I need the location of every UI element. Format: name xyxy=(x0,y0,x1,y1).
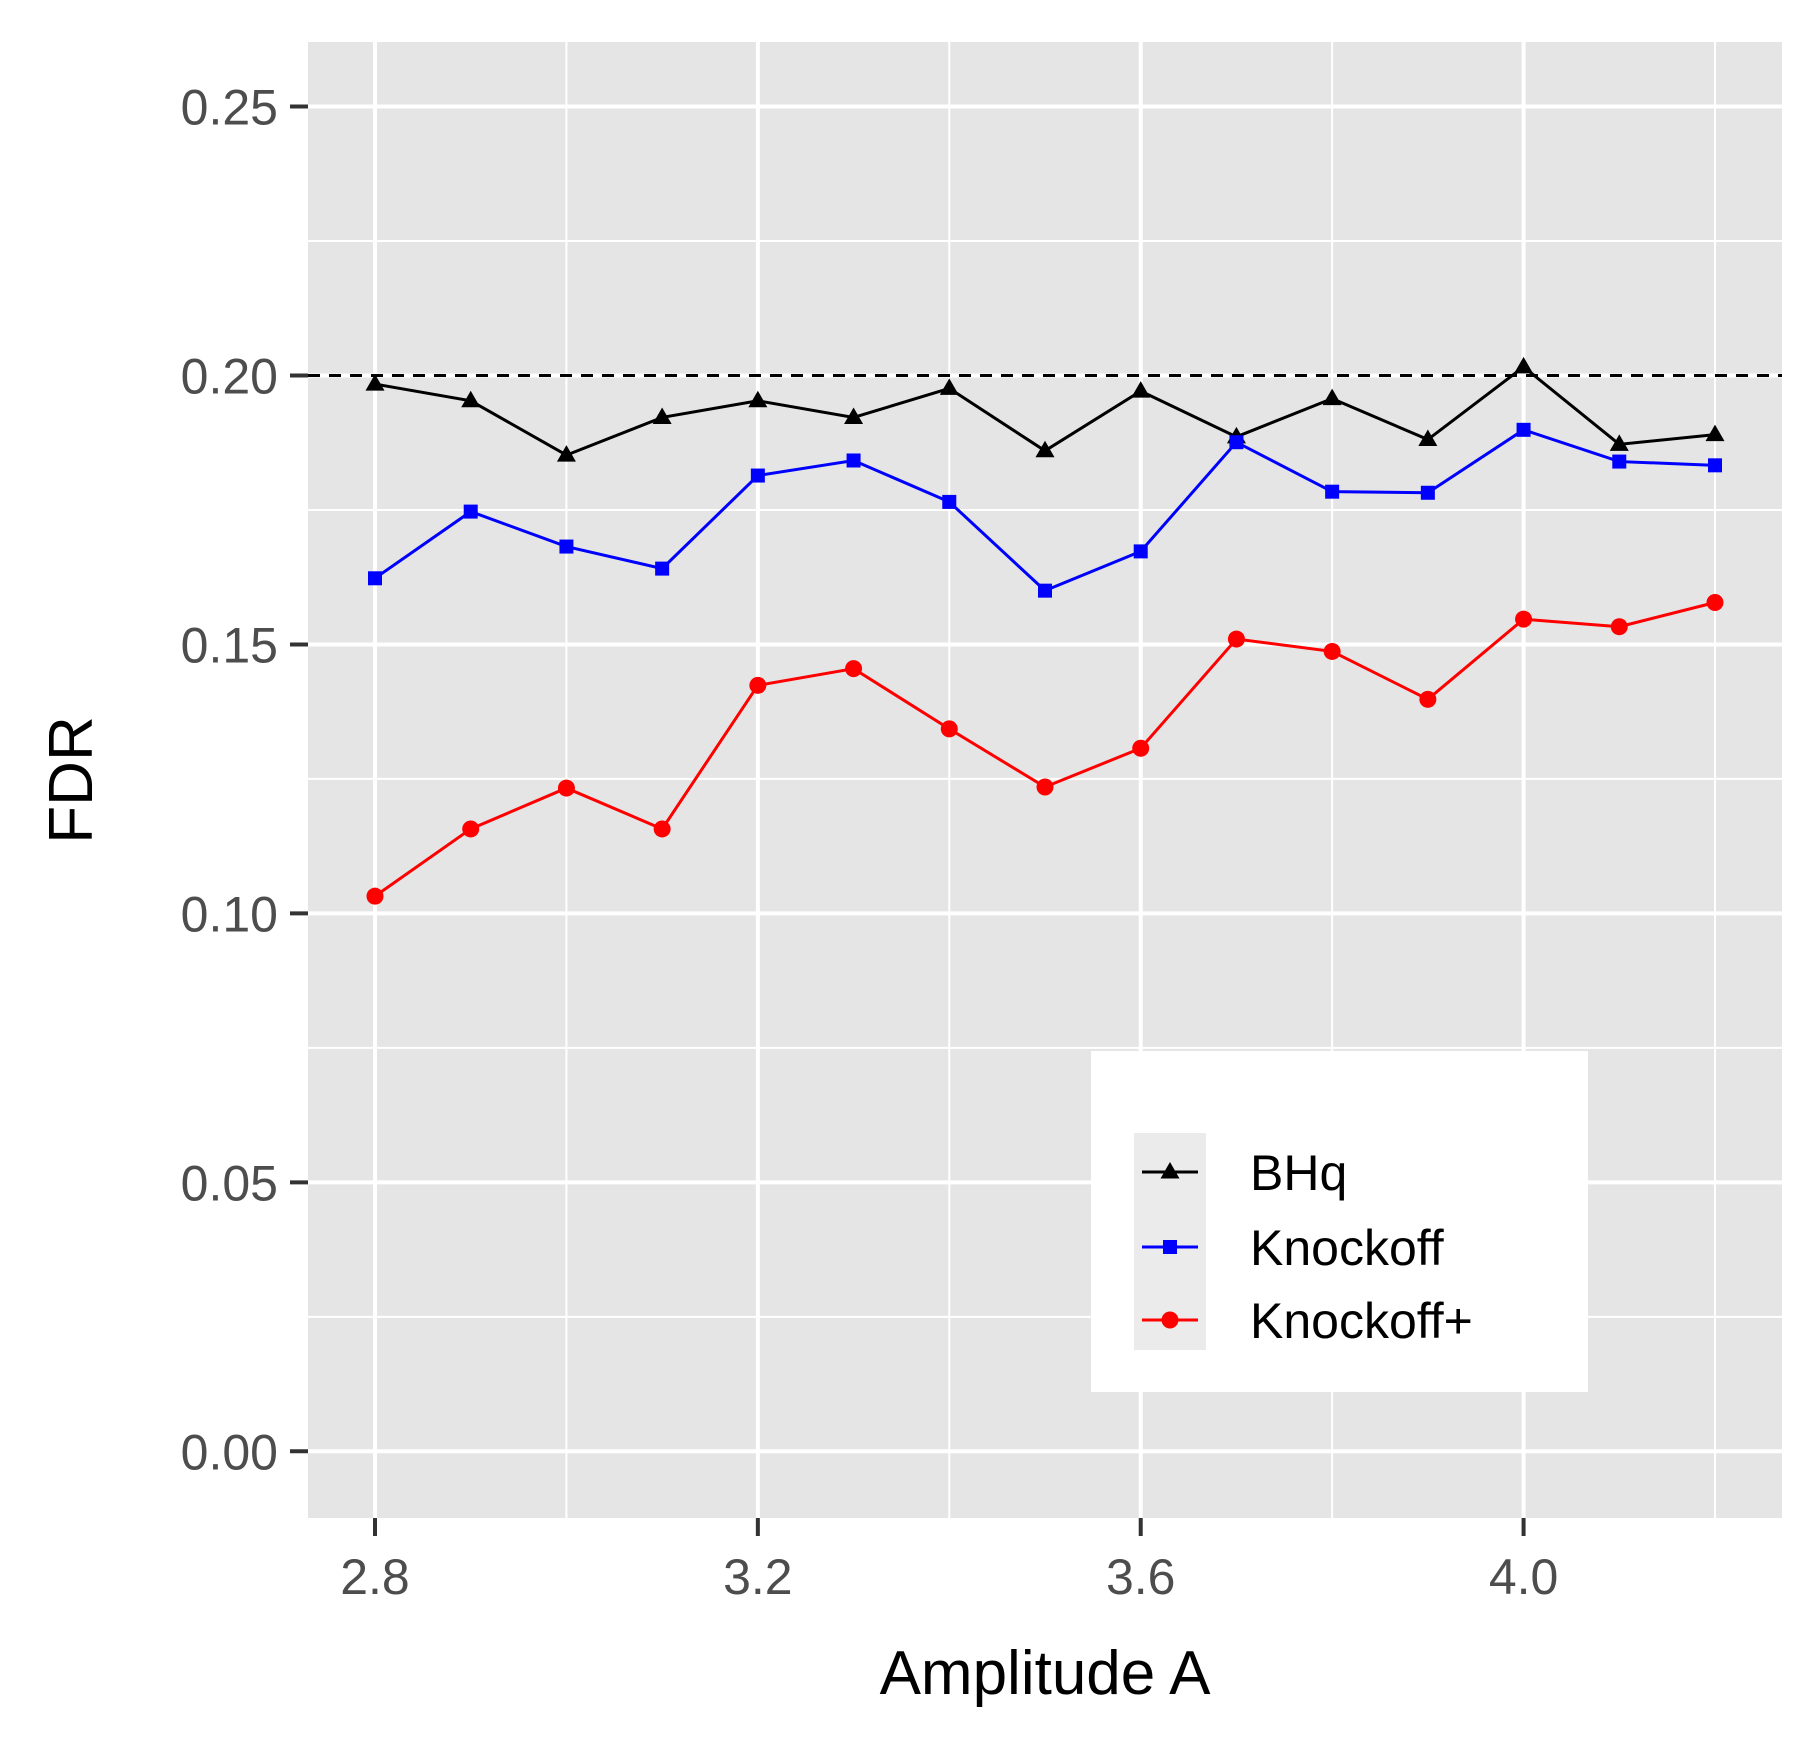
data-point-knockoff-plus xyxy=(1419,690,1437,708)
data-point-bhq xyxy=(365,374,385,391)
data-point-knockoff-plus xyxy=(1036,778,1054,796)
axis-ticks xyxy=(290,104,1526,1536)
data-point-bhq xyxy=(1131,381,1151,398)
data-point-knockoff xyxy=(1325,484,1340,499)
series-knockoff xyxy=(368,422,1722,598)
data-point-knockoff xyxy=(846,453,861,468)
data-point-knockoff-plus xyxy=(940,720,958,738)
legend-label: BHq xyxy=(1250,1145,1347,1201)
data-point-knockoff xyxy=(1516,422,1531,437)
data-point-knockoff-plus xyxy=(845,660,863,678)
legend-key-marker xyxy=(1161,1311,1179,1329)
legend-label: Knockoff xyxy=(1250,1220,1444,1276)
data-point-knockoff-plus xyxy=(749,676,767,694)
data-point-knockoff xyxy=(1420,485,1435,500)
data-point-knockoff-plus xyxy=(1323,642,1341,660)
data-point-bhq xyxy=(556,445,576,462)
y-tick-labels: 0.00 0.05 0.10 0.15 0.20 0.25 xyxy=(181,80,278,1481)
data-point-bhq xyxy=(748,390,768,408)
data-point-knockoff-plus xyxy=(1515,610,1533,628)
data-point-knockoff-plus xyxy=(1227,630,1245,648)
data-point-bhq xyxy=(461,390,481,408)
data-point-knockoff xyxy=(655,561,670,576)
data-point-knockoff-plus xyxy=(1132,739,1150,757)
data-point-knockoff-plus xyxy=(462,820,480,838)
data-point-knockoff xyxy=(559,539,574,554)
x-tick-label: 2.8 xyxy=(340,1549,410,1605)
data-point-knockoff xyxy=(368,571,382,586)
y-tick-label: 0.25 xyxy=(181,80,278,136)
data-point-knockoff-plus xyxy=(1706,593,1724,611)
y-tick-label: 0.10 xyxy=(181,886,278,942)
legend-item-knockoff-plus: Knockoff+ xyxy=(1142,1293,1473,1349)
data-point-bhq xyxy=(1035,440,1055,458)
legend-key-marker xyxy=(1163,1240,1177,1254)
data-point-knockoff-plus xyxy=(557,779,575,797)
x-tick-label: 3.6 xyxy=(1106,1549,1176,1605)
data-point-bhq xyxy=(1322,388,1342,406)
data-point-knockoff xyxy=(1229,435,1244,450)
data-point-bhq xyxy=(1514,356,1534,374)
y-tick-label: 0.15 xyxy=(181,617,278,673)
y-tick-label: 0.20 xyxy=(181,348,278,404)
data-point-bhq xyxy=(1418,429,1438,447)
x-tick-labels: 2.8 3.2 3.6 4.0 xyxy=(340,1549,1558,1605)
series-knockoff-plus xyxy=(366,593,1724,905)
data-point-knockoff xyxy=(942,494,957,509)
y-axis-title: FDR xyxy=(37,716,106,843)
x-axis-title: Amplitude A xyxy=(880,1639,1212,1708)
x-tick-label: 3.2 xyxy=(723,1549,793,1605)
data-point-knockoff xyxy=(1133,544,1148,559)
data-point-knockoff xyxy=(1612,454,1627,469)
data-point-knockoff xyxy=(463,504,478,519)
data-point-bhq xyxy=(939,378,959,395)
data-point-bhq xyxy=(844,407,864,424)
data-point-knockoff xyxy=(1038,583,1052,598)
data-point-knockoff-plus xyxy=(366,887,384,905)
data-point-bhq xyxy=(1609,434,1629,451)
legend-item-knockoff: Knockoff xyxy=(1142,1220,1444,1276)
legend-label: Knockoff+ xyxy=(1250,1293,1473,1349)
series-bhq xyxy=(365,356,1725,462)
data-point-knockoff xyxy=(750,468,765,483)
data-point-bhq xyxy=(652,407,672,424)
series-layer xyxy=(365,356,1725,905)
y-tick-label: 0.00 xyxy=(181,1424,278,1480)
y-tick-label: 0.05 xyxy=(181,1155,278,1211)
data-point-knockoff xyxy=(1708,458,1722,473)
x-tick-label: 4.0 xyxy=(1489,1549,1559,1605)
legend-key-marker xyxy=(1160,1162,1180,1179)
data-point-knockoff-plus xyxy=(653,820,671,838)
data-point-knockoff-plus xyxy=(1610,618,1628,636)
data-point-bhq xyxy=(1705,424,1725,442)
legend: BHq Knockoff Knockoff+ xyxy=(1091,1051,1588,1392)
legend-item-bhq: BHq xyxy=(1142,1145,1347,1201)
